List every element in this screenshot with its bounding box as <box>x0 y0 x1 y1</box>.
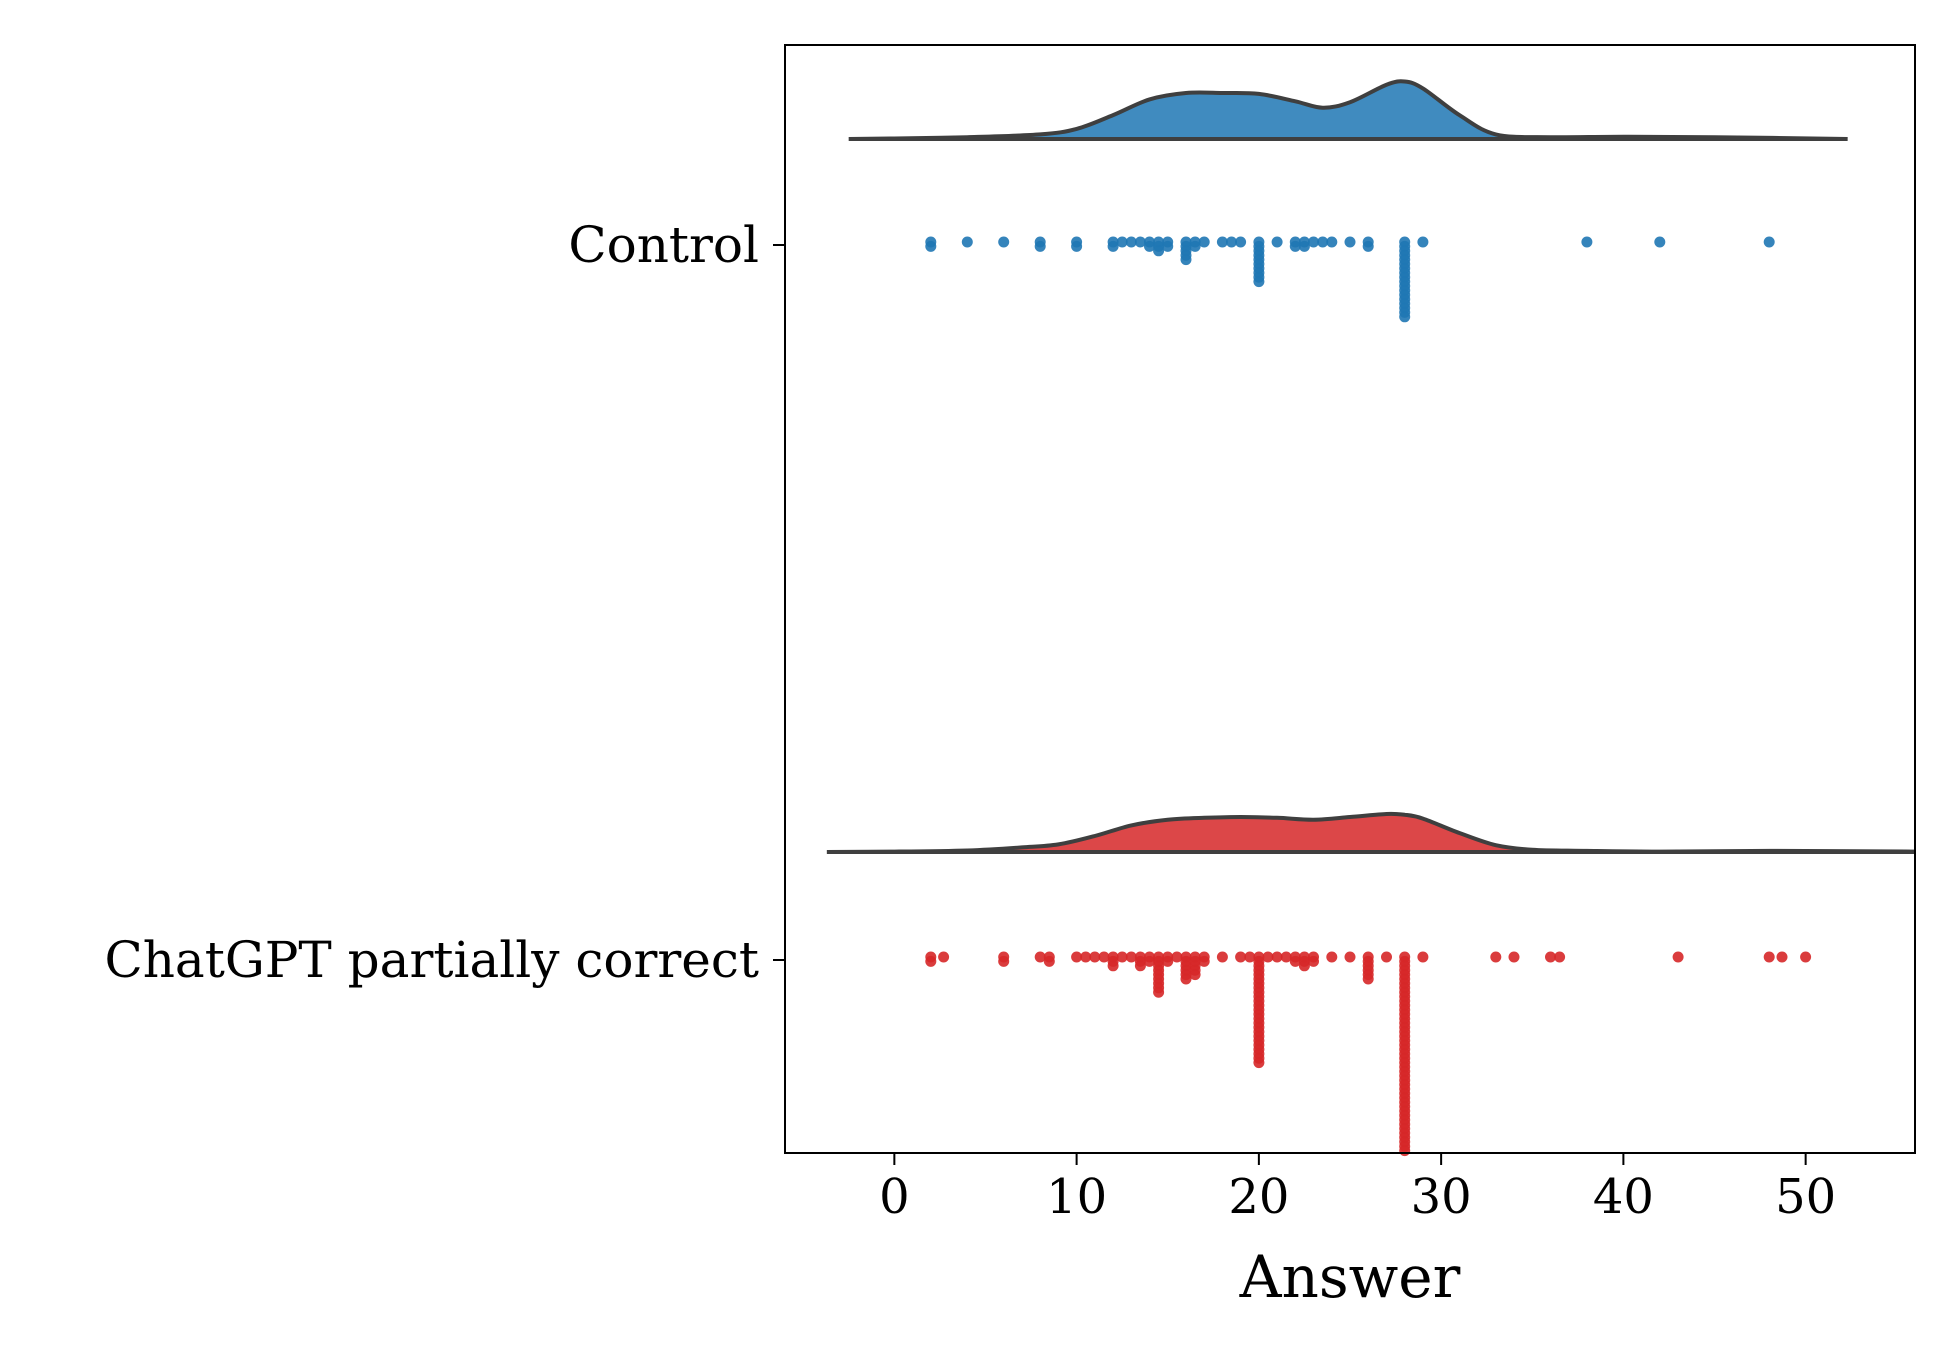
data-point <box>1763 951 1775 963</box>
data-point <box>1043 955 1055 967</box>
data-point <box>1226 236 1237 248</box>
data-point <box>1153 986 1165 998</box>
density-cloud-1 <box>826 811 1915 854</box>
data-point <box>1271 236 1283 248</box>
data-point <box>1189 969 1201 981</box>
density-cloud-0 <box>848 79 1848 141</box>
data-point <box>1317 236 1329 248</box>
data-point <box>1198 236 1210 248</box>
data-point <box>1034 240 1046 252</box>
data-point <box>1125 236 1137 248</box>
data-point <box>1289 240 1301 252</box>
data-point <box>1107 240 1119 252</box>
data-point <box>925 240 937 252</box>
data-point <box>1071 240 1083 252</box>
data-point <box>1271 951 1283 963</box>
data-point <box>1144 955 1155 967</box>
data-point <box>1134 960 1146 972</box>
data-point <box>1490 951 1502 963</box>
data-point <box>1262 951 1274 963</box>
data-point <box>1508 951 1520 963</box>
data-point <box>1545 951 1556 963</box>
data-point <box>1080 951 1092 963</box>
data-point <box>1144 240 1155 252</box>
data-point <box>1654 236 1666 248</box>
data-point <box>1581 236 1593 248</box>
data-point <box>1800 951 1812 963</box>
data-point <box>1298 960 1310 972</box>
data-point <box>1362 240 1374 252</box>
data-point <box>1198 955 1210 967</box>
data-point <box>1134 236 1146 248</box>
data-point <box>1162 955 1174 967</box>
strip-points <box>925 236 1812 1157</box>
data-point <box>1235 951 1247 963</box>
data-point <box>998 955 1010 967</box>
x-tick-label: 50 <box>1775 1169 1836 1225</box>
data-point <box>1253 276 1265 288</box>
data-point <box>1116 951 1128 963</box>
data-point <box>1098 951 1110 963</box>
data-point <box>1672 951 1684 963</box>
data-point <box>1763 236 1775 248</box>
data-point <box>1180 254 1192 266</box>
data-point <box>1125 951 1137 963</box>
data-point <box>1417 951 1429 963</box>
data-point <box>1308 236 1319 248</box>
data-point <box>1071 951 1083 963</box>
x-axis: 0 10 20 30 40 50 <box>879 1153 1836 1225</box>
data-point <box>1244 951 1256 963</box>
y-axis: Control ChatGPT partially correct <box>104 216 785 989</box>
data-point <box>938 951 950 963</box>
density-clouds <box>826 79 1915 854</box>
density-area <box>826 813 1915 852</box>
data-point <box>1554 951 1566 963</box>
data-point <box>1381 951 1392 963</box>
data-point <box>1107 960 1119 972</box>
data-point <box>1344 236 1356 248</box>
data-point <box>1162 240 1174 252</box>
data-point <box>1153 245 1165 257</box>
data-point <box>1171 951 1183 963</box>
data-point <box>1216 236 1228 248</box>
data-point <box>1116 236 1128 248</box>
data-point <box>1344 951 1356 963</box>
y-tick-label: ChatGPT partially correct <box>104 931 759 989</box>
data-point <box>1326 236 1338 248</box>
plot-frame <box>784 44 1916 1154</box>
x-axis-title: Answer <box>1239 1243 1461 1311</box>
data-point <box>998 236 1010 248</box>
data-point <box>1189 240 1201 252</box>
data-point <box>1776 951 1788 963</box>
data-point <box>1298 240 1310 252</box>
data-point <box>1089 951 1101 963</box>
data-point <box>1253 1057 1265 1069</box>
data-point <box>1034 951 1046 963</box>
data-point <box>1235 236 1247 248</box>
data-point <box>1399 1145 1411 1157</box>
data-point <box>1417 236 1429 248</box>
x-tick-label: 30 <box>1411 1169 1472 1225</box>
density-area <box>848 81 1848 139</box>
data-point <box>925 955 937 967</box>
y-tick-label: Control <box>568 216 759 274</box>
x-tick-label: 20 <box>1228 1169 1289 1225</box>
data-point <box>1399 311 1411 323</box>
data-point <box>1216 951 1228 963</box>
data-point <box>1308 955 1319 967</box>
data-point <box>1280 951 1292 963</box>
data-point <box>1180 973 1192 985</box>
data-point <box>961 236 973 248</box>
data-point <box>1289 955 1301 967</box>
x-tick-label: 40 <box>1593 1169 1654 1225</box>
data-point <box>1326 951 1338 963</box>
x-tick-label: 0 <box>879 1169 910 1225</box>
data-point <box>1362 973 1374 985</box>
x-tick-label: 10 <box>1046 1169 1107 1225</box>
